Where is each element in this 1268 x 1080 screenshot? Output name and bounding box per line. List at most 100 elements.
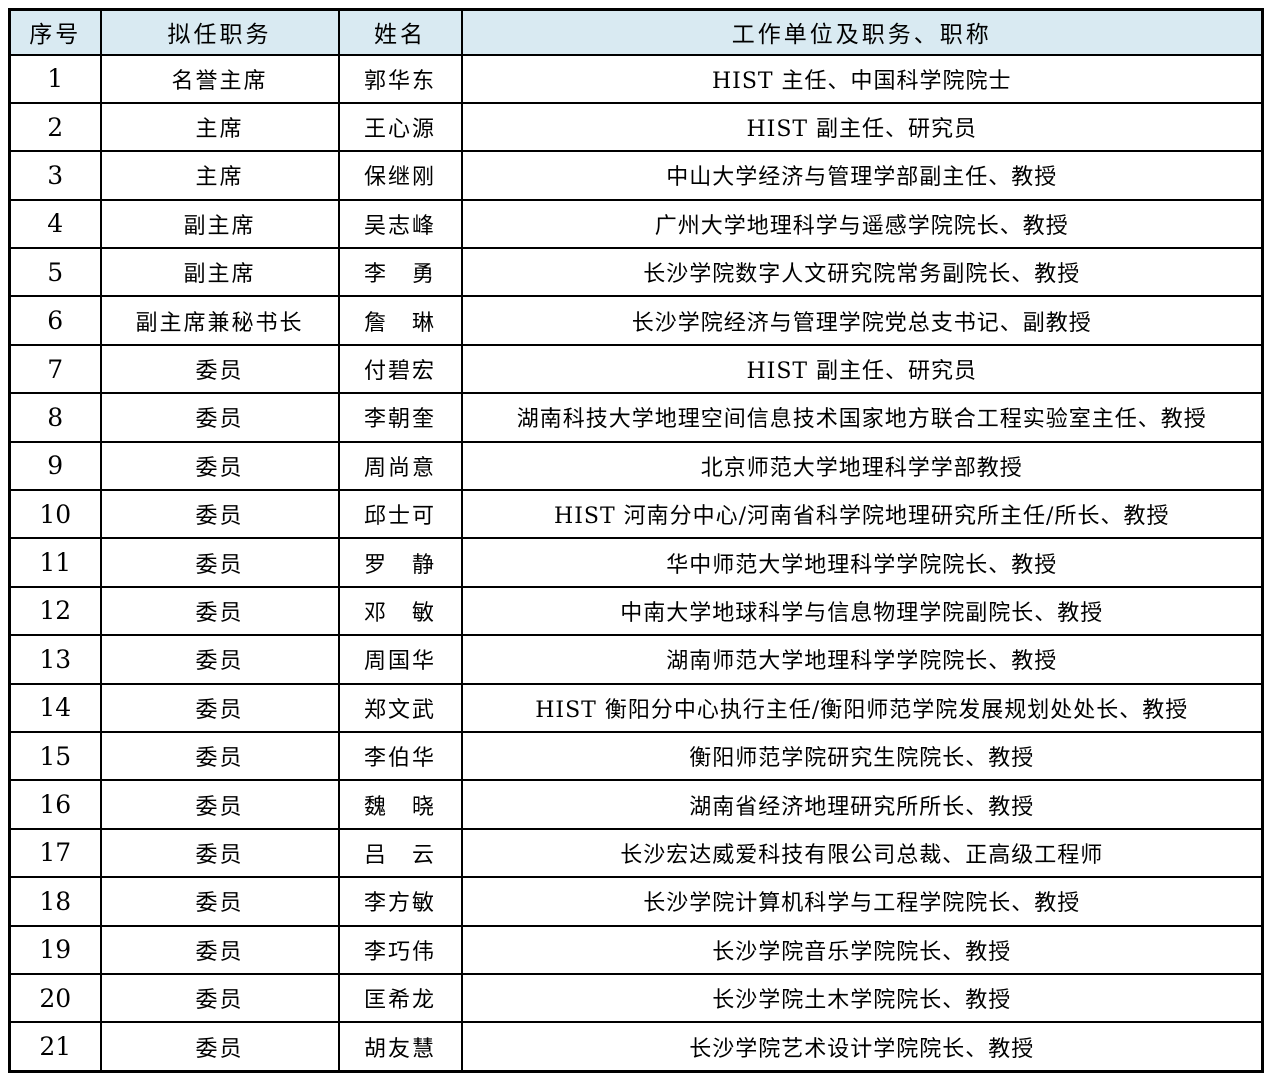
table-row: 1 名誉主席 郭华东 HIST 主任、中国科学院院士 — [8, 53, 1264, 104]
cell-name: 李方敏 — [337, 876, 463, 927]
cell-affiliation: 长沙学院数字人文研究院常务副院长、教授 — [460, 247, 1264, 298]
cell-affiliation: 华中师范大学地理科学学院院长、教授 — [460, 537, 1264, 588]
cell-affiliation: 湖南科技大学地理空间信息技术国家地方联合工程实验室主任、教授 — [460, 392, 1264, 443]
cell-index: 21 — [8, 1021, 102, 1073]
cell-affiliation: HIST 副主任、研究员 — [460, 101, 1264, 153]
cell-name: 李巧伟 — [337, 924, 463, 975]
cell-index: 3 — [8, 150, 102, 201]
table-row: 15 委员 李伯华 衡阳师范学院研究生院院长、教授 — [8, 730, 1264, 782]
cell-index: 12 — [8, 585, 102, 637]
cell-position: 委员 — [99, 827, 340, 879]
cell-index: 9 — [8, 440, 102, 492]
cell-name: 魏 晓 — [337, 779, 463, 830]
table-row: 8 委员 李朝奎 湖南科技大学地理空间信息技术国家地方联合工程实验室主任、教授 — [8, 392, 1264, 443]
cell-index: 4 — [8, 198, 102, 250]
cell-index: 2 — [8, 101, 102, 153]
cell-position: 委员 — [99, 924, 340, 975]
cell-position: 委员 — [99, 730, 340, 782]
column-header-position: 拟任职务 — [99, 8, 340, 56]
cell-affiliation: 广州大学地理科学与遥感学院院长、教授 — [460, 198, 1264, 250]
cell-position: 委员 — [99, 392, 340, 443]
cell-position: 委员 — [99, 585, 340, 637]
cell-affiliation: 长沙学院计算机科学与工程学院院长、教授 — [460, 876, 1264, 927]
cell-affiliation: HIST 河南分中心/河南省科学院地理研究所主任/所长、教授 — [460, 489, 1264, 540]
cell-name: 詹 琳 — [337, 295, 463, 346]
table-row: 21 委员 胡友慧 长沙学院艺术设计学院院长、教授 — [8, 1021, 1264, 1073]
cell-affiliation: HIST 主任、中国科学院院士 — [460, 53, 1264, 104]
cell-name: 周国华 — [337, 634, 463, 685]
cell-position: 名誉主席 — [99, 53, 340, 104]
cell-name: 罗 静 — [337, 537, 463, 588]
cell-name: 郭华东 — [337, 53, 463, 104]
cell-name: 郑文武 — [337, 682, 463, 733]
table-row: 6 副主席兼秘书长詹 琳长沙学院经济与管理学院党总支书记、副教授 — [8, 295, 1264, 346]
cell-index: 10 — [8, 489, 102, 540]
cell-name: 付碧宏 — [337, 343, 463, 395]
header-row: 序号 拟任职务 姓名 工作单位及职务、职称 — [8, 8, 1264, 56]
cell-affiliation: 湖南师范大学地理科学学院院长、教授 — [460, 634, 1264, 685]
cell-name: 匡希龙 — [337, 972, 463, 1024]
cell-index: 5 — [8, 247, 102, 298]
cell-name: 邓 敏 — [337, 585, 463, 637]
cell-position: 委员 — [99, 489, 340, 540]
cell-name: 吕 云 — [337, 827, 463, 879]
cell-name: 李伯华 — [337, 730, 463, 782]
cell-affiliation: 中南大学地球科学与信息物理学院副院长、教授 — [460, 585, 1264, 637]
cell-affiliation: 长沙学院经济与管理学院党总支书记、副教授 — [460, 295, 1264, 346]
table-row: 14 委员 郑文武 HIST 衡阳分中心执行主任/衡阳师范学院发展规划处处长、教授 — [8, 682, 1264, 733]
cell-index: 16 — [8, 779, 102, 830]
table-row: 5 副主席李 勇长沙学院数字人文研究院常务副院长、教授 — [8, 247, 1264, 298]
table-row: 19 委员 李巧伟 长沙学院音乐学院院长、教授 — [8, 924, 1264, 975]
cell-affiliation: 长沙学院土木学院院长、教授 — [460, 972, 1264, 1024]
cell-affiliation: 长沙学院音乐学院院长、教授 — [460, 924, 1264, 975]
table-row: 4 副主席 吴志峰 广州大学地理科学与遥感学院院长、教授 — [8, 198, 1264, 250]
cell-position: 委员 — [99, 876, 340, 927]
cell-position: 主席 — [99, 150, 340, 201]
committee-roster-table: 序号 拟任职务 姓名 工作单位及职务、职称 1 名誉主席 郭华东 HIST 主任、中国科学院… — [8, 8, 1264, 1073]
table-row: 2 主席 王心源 HIST 副主任、研究员 — [8, 101, 1264, 153]
table-row: 17 委员吕 云长沙宏达威爱科技有限公司总裁、正高级工程师 — [8, 827, 1264, 879]
cell-affiliation: 长沙学院艺术设计学院院长、教授 — [460, 1021, 1264, 1073]
table-row: 12 委员邓 敏中南大学地球科学与信息物理学院副院长、教授 — [8, 585, 1264, 637]
cell-index: 6 — [8, 295, 102, 346]
cell-name: 王心源 — [337, 101, 463, 153]
cell-position: 副主席 — [99, 198, 340, 250]
table-body: 1 名誉主席 郭华东 HIST 主任、中国科学院院士 2 主席 王心源 HIST 副主任、研究… — [8, 53, 1264, 1073]
cell-name: 保继刚 — [337, 150, 463, 201]
cell-affiliation: 北京师范大学地理科学学部教授 — [460, 440, 1264, 492]
cell-position: 主席 — [99, 101, 340, 153]
table-row: 18 委员 李方敏 长沙学院计算机科学与工程学院院长、教授 — [8, 876, 1264, 927]
cell-name: 李 勇 — [337, 247, 463, 298]
cell-index: 13 — [8, 634, 102, 685]
cell-position: 委员 — [99, 779, 340, 830]
cell-name: 吴志峰 — [337, 198, 463, 250]
cell-position: 委员 — [99, 634, 340, 685]
cell-index: 15 — [8, 730, 102, 782]
table-row: 13 委员 周国华 湖南师范大学地理科学学院院长、教授 — [8, 634, 1264, 685]
column-header-name: 姓名 — [337, 8, 463, 56]
cell-affiliation: 湖南省经济地理研究所所长、教授 — [460, 779, 1264, 830]
cell-position: 委员 — [99, 343, 340, 395]
table-row: 3 主席 保继刚 中山大学经济与管理学部副主任、教授 — [8, 150, 1264, 201]
cell-index: 7 — [8, 343, 102, 395]
cell-name: 李朝奎 — [337, 392, 463, 443]
table-row: 11 委员罗 静华中师范大学地理科学学院院长、教授 — [8, 537, 1264, 588]
cell-index: 18 — [8, 876, 102, 927]
cell-position: 委员 — [99, 440, 340, 492]
cell-position: 副主席兼秘书长 — [99, 295, 340, 346]
table-row: 9 委员 周尚意 北京师范大学地理科学学部教授 — [8, 440, 1264, 492]
cell-affiliation: HIST 衡阳分中心执行主任/衡阳师范学院发展规划处处长、教授 — [460, 682, 1264, 733]
cell-position: 委员 — [99, 537, 340, 588]
cell-name: 胡友慧 — [337, 1021, 463, 1073]
table-row: 16 委员魏 晓湖南省经济地理研究所所长、教授 — [8, 779, 1264, 830]
cell-position: 委员 — [99, 682, 340, 733]
table-row: 20 委员 匡希龙 长沙学院土木学院院长、教授 — [8, 972, 1264, 1024]
cell-index: 1 — [8, 53, 102, 104]
cell-affiliation: HIST 副主任、研究员 — [460, 343, 1264, 395]
cell-affiliation: 衡阳师范学院研究生院院长、教授 — [460, 730, 1264, 782]
cell-index: 8 — [8, 392, 102, 443]
cell-index: 11 — [8, 537, 102, 588]
cell-index: 20 — [8, 972, 102, 1024]
cell-position: 委员 — [99, 972, 340, 1024]
